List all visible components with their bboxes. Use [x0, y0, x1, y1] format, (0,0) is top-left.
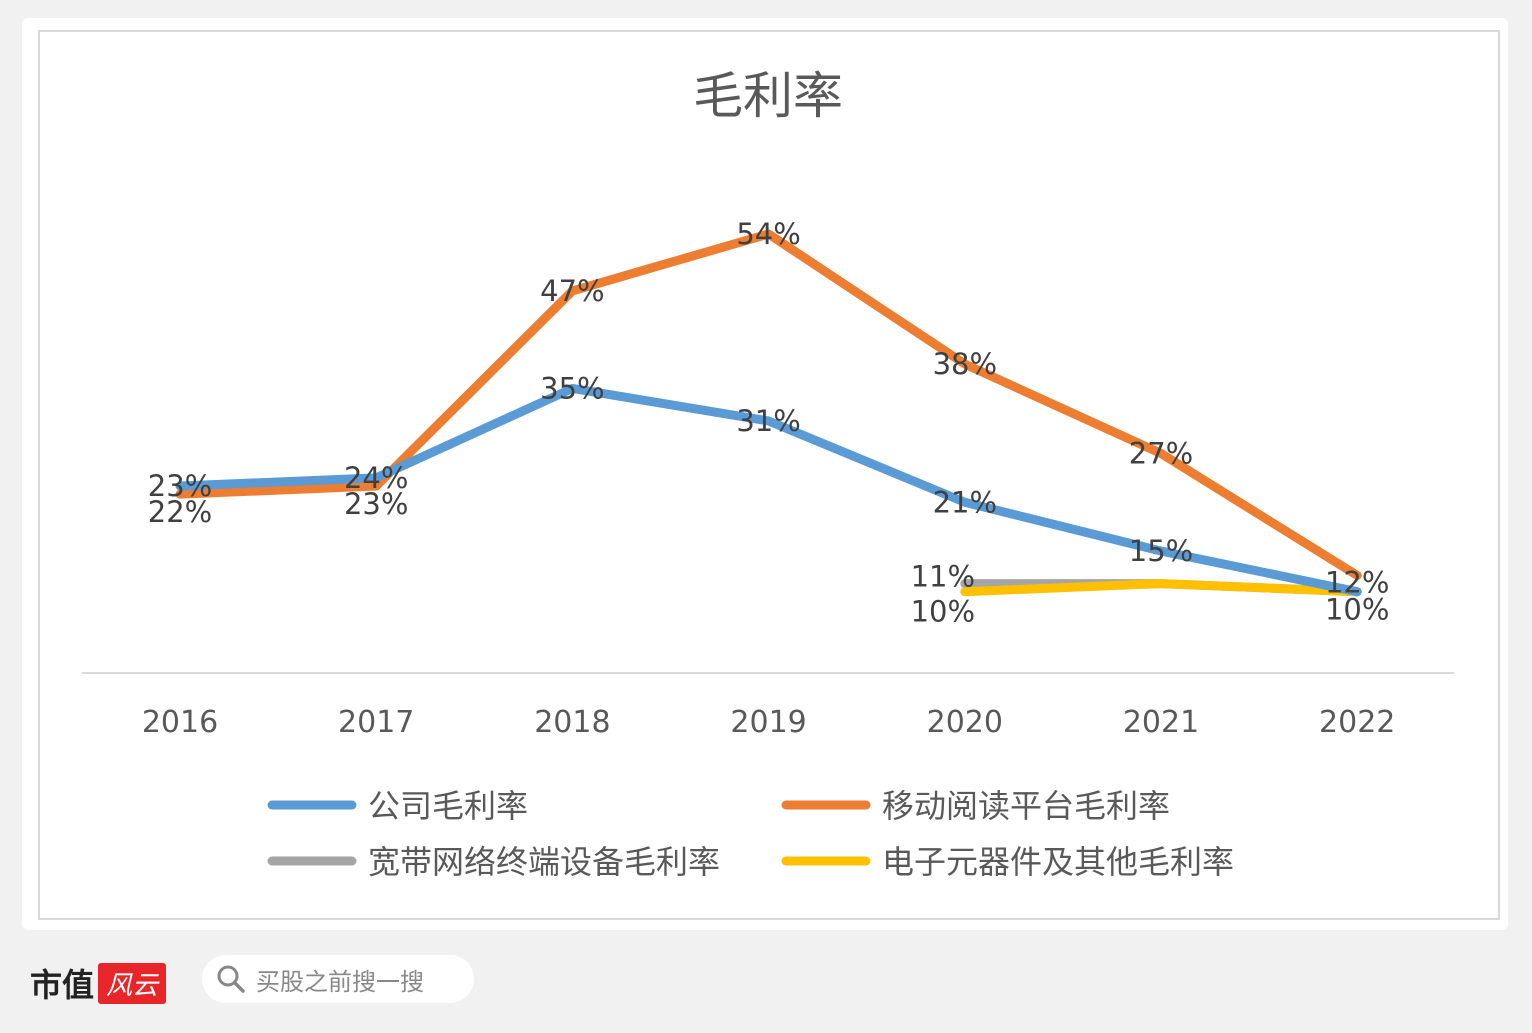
data-label: 22%: [148, 495, 212, 529]
chart-card: [22, 18, 1508, 930]
data-label: 54%: [736, 217, 800, 251]
brand-red-text: 风云: [98, 962, 167, 1004]
data-label: 35%: [540, 371, 604, 405]
x-tick-label: 2021: [1123, 705, 1199, 740]
brand-text: 市值: [30, 966, 95, 1004]
x-tick-label: 2018: [534, 705, 610, 740]
data-label: 38%: [933, 347, 997, 381]
search-icon: [217, 965, 245, 993]
data-label: 10%: [911, 595, 975, 629]
series-line-3: [960, 579, 1362, 597]
x-tick-label: 2019: [730, 705, 806, 740]
legend-label: 公司毛利率: [368, 787, 528, 825]
series-line-1: [175, 229, 1362, 580]
data-label: 47%: [540, 274, 604, 308]
chart-frame: [38, 30, 1500, 920]
data-label: 12%: [1325, 565, 1389, 599]
x-tick-label: 2017: [338, 705, 414, 740]
chart-title: 毛利率: [693, 67, 843, 125]
legend-label: 电子元器件及其他毛利率: [882, 843, 1234, 881]
search-box[interactable]: 买股之前搜一搜: [202, 955, 474, 1003]
series-line-0: [175, 383, 1362, 597]
legend-label: 移动阅读平台毛利率: [882, 787, 1170, 825]
brand-logo[interactable]: 市值 风云: [30, 960, 167, 1006]
data-label: 15%: [1129, 534, 1193, 568]
search-placeholder: 买股之前搜一搜: [256, 967, 424, 996]
data-label: 10%: [1325, 593, 1389, 627]
data-label: 21%: [933, 485, 997, 519]
x-tick-label: 2022: [1319, 705, 1395, 740]
data-label: 11%: [911, 560, 975, 594]
data-label: 27%: [1129, 436, 1193, 470]
x-tick-label: 2020: [927, 705, 1003, 740]
data-label: 31%: [736, 404, 800, 438]
data-label: 23%: [148, 469, 212, 503]
data-label: 24%: [344, 461, 408, 495]
legend-label: 宽带网络终端设备毛利率: [368, 843, 720, 881]
data-label: 23%: [344, 487, 408, 521]
x-tick-label: 2016: [142, 705, 218, 740]
